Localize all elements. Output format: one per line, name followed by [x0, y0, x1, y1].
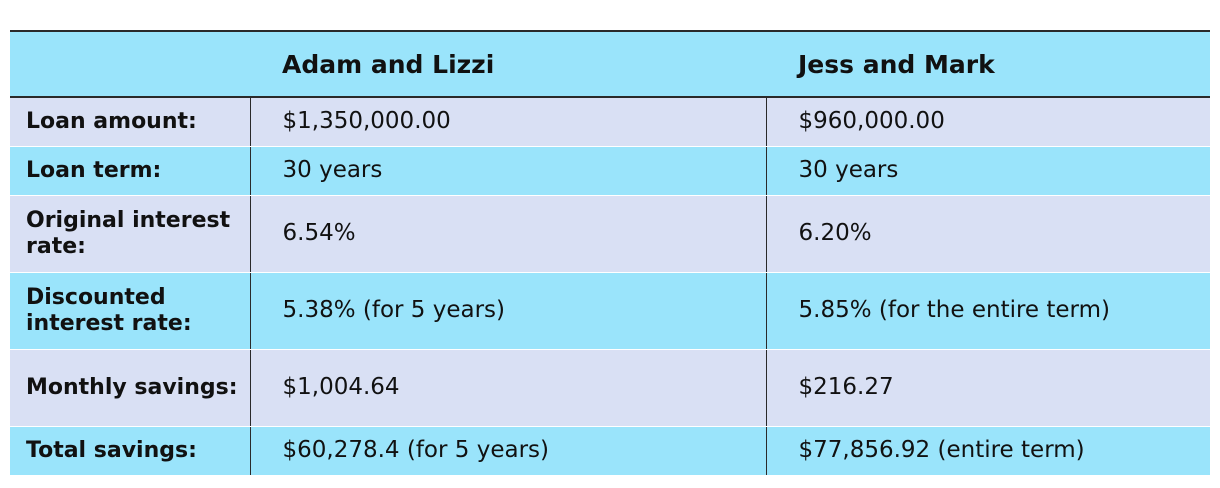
row-original-interest-rate: Original interest rate: 6.54% 6.20%: [10, 195, 1210, 273]
cell-jess: $960,000.00: [766, 97, 1210, 147]
header-adam-and-lizzi: Adam and Lizzi: [250, 30, 766, 98]
header-jess-and-mark: Jess and Mark: [766, 30, 1210, 98]
loan-comparison-table: Adam and Lizzi Jess and Mark Loan amount…: [10, 30, 1210, 476]
row-label: Monthly savings:: [10, 349, 251, 427]
loan-comparison-table-container: Adam and Lizzi Jess and Mark Loan amount…: [10, 30, 1210, 476]
row-label: Discounted interest rate:: [10, 272, 251, 350]
cell-adam: 5.38% (for 5 years): [250, 272, 767, 350]
cell-adam: $1,350,000.00: [250, 97, 767, 147]
row-discounted-interest-rate: Discounted interest rate: 5.38% (for 5 y…: [10, 272, 1210, 350]
row-label: Total savings:: [10, 426, 251, 476]
row-total-savings: Total savings: $60,278.4 (for 5 years) $…: [10, 426, 1210, 476]
cell-adam: 6.54%: [250, 195, 767, 273]
header-label-cell: [10, 30, 250, 98]
row-monthly-savings: Monthly savings: $1,004.64 $216.27: [10, 349, 1210, 427]
row-label: Loan amount:: [10, 97, 251, 147]
row-loan-term: Loan term: 30 years 30 years: [10, 146, 1210, 196]
row-loan-amount: Loan amount: $1,350,000.00 $960,000.00: [10, 97, 1210, 147]
cell-adam: $60,278.4 (for 5 years): [250, 426, 767, 476]
cell-jess: $216.27: [766, 349, 1210, 427]
table-header-row: Adam and Lizzi Jess and Mark: [10, 30, 1210, 98]
cell-adam: $1,004.64: [250, 349, 767, 427]
row-label: Original interest rate:: [10, 195, 251, 273]
row-label: Loan term:: [10, 146, 251, 196]
cell-adam: 30 years: [250, 146, 767, 196]
cell-jess: $77,856.92 (entire term): [766, 426, 1210, 476]
cell-jess: 30 years: [766, 146, 1210, 196]
cell-jess: 5.85% (for the entire term): [766, 272, 1210, 350]
cell-jess: 6.20%: [766, 195, 1210, 273]
